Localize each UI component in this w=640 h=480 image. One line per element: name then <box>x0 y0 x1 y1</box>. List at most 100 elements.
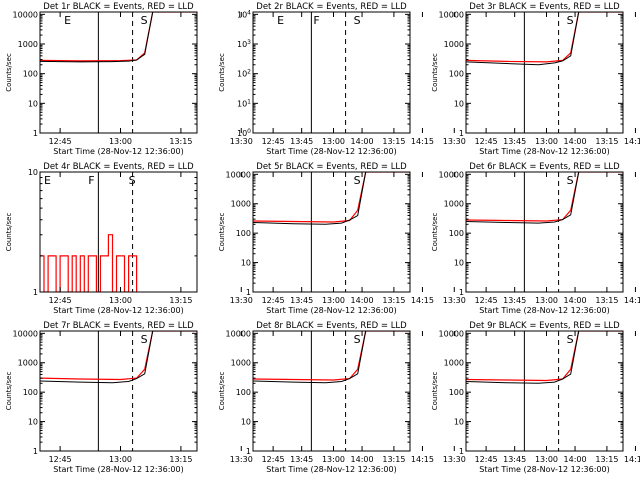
attenuator-state-label: S <box>141 333 148 346</box>
panel-data <box>466 12 623 66</box>
y-tick-label: 1000 <box>18 359 38 368</box>
x-tick-label: 13:30 <box>230 137 253 146</box>
series-lld-line <box>466 172 623 222</box>
y-tick-label: 1 <box>33 447 38 456</box>
x-tick-label: 14:15 <box>624 296 640 305</box>
y-tick-label: 10000 <box>13 329 38 338</box>
x-tick-label: 13:15 <box>169 137 192 146</box>
x-tick-label: 13:15 <box>169 455 192 464</box>
plot-frame <box>252 171 411 293</box>
y-tick-label: 10000 <box>226 170 251 179</box>
x-tick-label: 14:15 <box>411 455 434 464</box>
y-tick-label: 10 <box>28 99 38 108</box>
y-tick-label: 1000 <box>231 359 251 368</box>
series-events-line <box>40 12 197 63</box>
x-axis-label: Start Time (28-Nov-12 12:36:00) <box>53 465 183 474</box>
panel-det-7: Det 7r BLACK = Events, RED = LLD S 1 10 100 1… <box>5 321 434 474</box>
y-tick-label: 1000 <box>444 359 464 368</box>
x-tick-label: 13:00 <box>535 137 558 146</box>
attenuator-state-label: S <box>354 174 361 187</box>
y-axis-label: Counts/sec <box>5 213 13 252</box>
y-tick-label: 100 <box>237 128 251 138</box>
x-tick-label: 13:15 <box>382 296 405 305</box>
series-events-line <box>466 331 623 384</box>
y-tick-label: 1 <box>246 288 251 297</box>
attenuator-state-label: S <box>354 333 361 346</box>
y-tick-label: 10 <box>28 168 38 177</box>
x-tick-label: 13:15 <box>595 137 618 146</box>
y-tick-label: 100 <box>449 70 464 79</box>
x-tick-label: 13:30 <box>443 296 466 305</box>
x-tick-label: 14:00 <box>564 137 587 146</box>
panel-data <box>40 234 138 292</box>
y-tick-label: 1 <box>33 288 38 297</box>
attenuator-state-label: S <box>354 14 361 27</box>
x-tick-label: 13:15 <box>382 455 405 464</box>
x-axis-label: Start Time (28-Nov-12 12:36:00) <box>479 465 609 474</box>
panel-data <box>253 172 410 225</box>
x-tick-label: 12:45 <box>49 296 72 305</box>
y-tick-label: 100 <box>449 388 464 397</box>
x-tick-label: 14:15 <box>624 137 640 146</box>
y-tick-label: 100 <box>23 388 38 397</box>
y-tick-label: 10 <box>241 418 251 427</box>
y-tick-label: 102 <box>237 69 251 79</box>
attenuator-state-label: E <box>44 174 51 187</box>
series-events-line <box>40 331 197 384</box>
x-tick-label: 13:45 <box>290 137 313 146</box>
panel-data <box>466 172 623 224</box>
x-tick-label: 13:00 <box>535 296 558 305</box>
y-tick-label: 100 <box>449 229 464 238</box>
x-tick-label: 13:45 <box>290 296 313 305</box>
series-lld-line <box>40 331 197 381</box>
y-tick-label: 103 <box>237 39 251 49</box>
plot-frame <box>39 11 198 134</box>
x-tick-label: 13:30 <box>230 296 253 305</box>
x-tick-label: 13:00 <box>109 455 132 464</box>
panel-det-9: Det 9r BLACK = Events, RED = LLD S 1 10 100 1… <box>431 321 624 474</box>
attenuator-state-label: E <box>277 14 284 27</box>
x-tick-label: 13:30 <box>443 455 466 464</box>
y-tick-label: 100 <box>236 229 251 238</box>
panel-det-3: Det 3r BLACK = Events, RED = LLD S 1 10 100 1… <box>431 2 624 156</box>
y-tick-label: 10 <box>454 259 464 268</box>
panel-title: Det 8r BLACK = Events, RED = LLD <box>256 321 407 331</box>
y-tick-exponent: 0 <box>247 128 251 135</box>
x-tick-label: 12:45 <box>262 137 285 146</box>
x-tick-label: 13:00 <box>322 455 345 464</box>
x-axis-label: Start Time (28-Nov-12 12:36:00) <box>479 147 609 156</box>
y-tick-exponent: 1 <box>247 98 251 105</box>
panel-title: Det 7r BLACK = Events, RED = LLD <box>43 321 194 331</box>
panel-data <box>40 12 197 63</box>
y-axis-label: Counts/sec <box>5 53 13 92</box>
panel-title: Det 4r BLACK = Events, RED = LLD <box>43 162 194 172</box>
series-events-line <box>466 12 623 66</box>
plot-frame <box>252 330 411 452</box>
plot-frame <box>465 330 624 452</box>
x-tick-label: 13:45 <box>503 455 526 464</box>
x-tick-label: 14:00 <box>564 296 587 305</box>
plot-frame <box>39 171 198 293</box>
x-axis-label: Start Time (28-Nov-12 12:36:00) <box>266 147 396 156</box>
plot-frame <box>39 330 198 452</box>
y-axis-label: Counts/sec <box>5 372 13 411</box>
x-axis-label: Start Time (28-Nov-12 12:36:00) <box>266 465 396 474</box>
x-tick-label: 14:15 <box>624 455 640 464</box>
y-tick-label: 10000 <box>439 329 464 338</box>
x-tick-label: 14:00 <box>351 296 374 305</box>
x-tick-label: 12:45 <box>475 137 498 146</box>
x-axis-label: Start Time (28-Nov-12 12:36:00) <box>266 306 396 315</box>
x-axis-label: Start Time (28-Nov-12 12:36:00) <box>479 306 609 315</box>
y-axis-label: Counts/sec <box>431 53 439 92</box>
x-tick-label: 13:00 <box>109 296 132 305</box>
x-tick-label: 14:15 <box>411 296 434 305</box>
x-tick-label: 12:45 <box>49 455 72 464</box>
panel-title: Det 6r BLACK = Events, RED = LLD <box>469 162 620 172</box>
y-tick-label: 1 <box>459 129 464 138</box>
series-events-line <box>253 331 410 384</box>
x-tick-label: 13:45 <box>290 455 313 464</box>
series-events-line <box>466 172 623 224</box>
x-tick-label: 13:30 <box>443 137 466 146</box>
